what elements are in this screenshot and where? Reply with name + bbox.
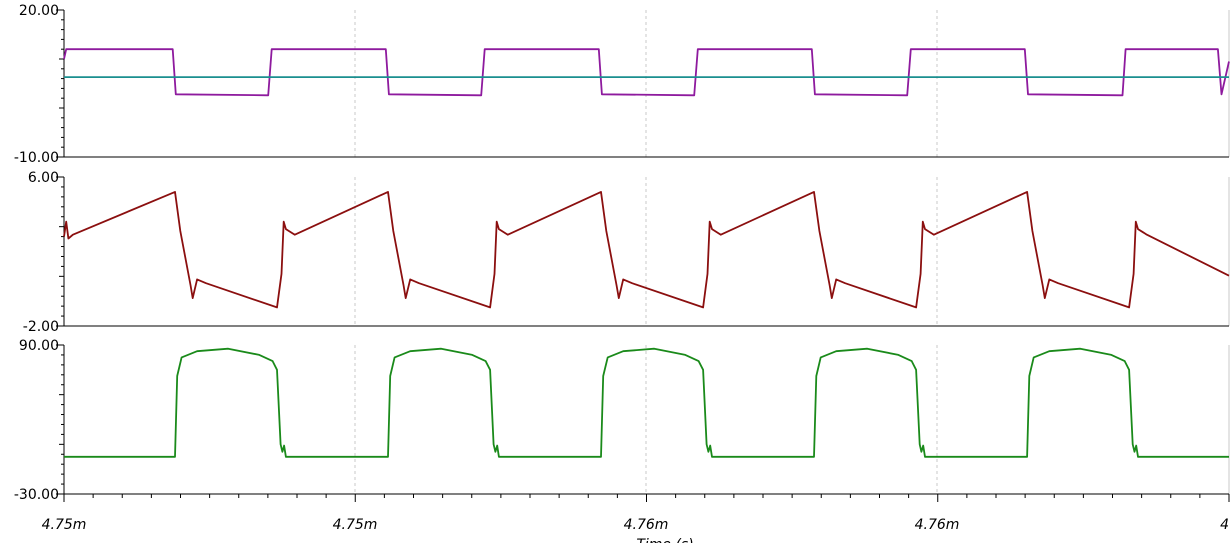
panel-3: 90.00 -30.00 [14,338,1230,503]
x-tick-label-3: 4.76m [624,517,669,533]
panels: 20.00 -10.00 6.00 -2.00 90.00 -30.00 [14,3,1230,503]
y-tick-label-bottom: -2.00 [23,319,59,335]
x-axis: 4.75m 4.75m 4.76m 4.76m 4 Time (s) [42,494,1230,548]
x-tick-label-4: 4.76m [915,517,960,533]
x-tick-label-2: 4.75m [333,517,378,533]
y-tick-label-bottom: -30.00 [14,487,59,503]
x-tick-label-1: 4.75m [42,517,87,533]
panel-2: 6.00 -2.00 [23,170,1230,335]
series-line-2-1 [63,190,1230,309]
series-line-1-1 [63,48,1230,97]
y-tick-label-top: 6.00 [28,170,59,186]
y-tick-label-top: 90.00 [19,338,59,354]
x-tick-label-5: 4 [1220,517,1229,533]
y-tick-label-bottom: -10.00 [14,150,59,166]
series-line-3-1 [64,347,1229,458]
panel-1: 20.00 -10.00 [14,3,1230,166]
y-tick-label-top: 20.00 [19,3,59,19]
x-axis-title: Time (s) [636,537,693,543]
